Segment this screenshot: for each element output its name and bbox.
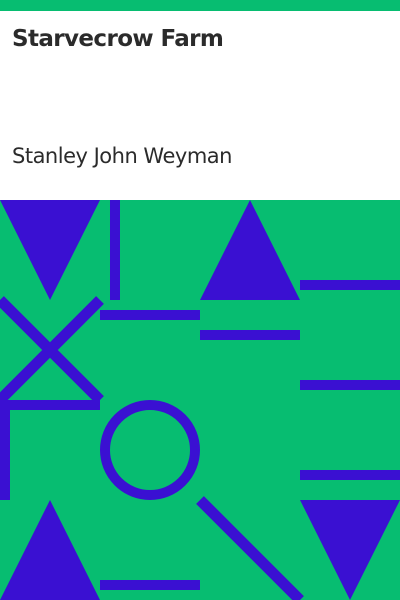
pattern-diagonal-line: [196, 496, 304, 600]
book-author: Stanley John Weyman: [12, 144, 232, 168]
book-title: Starvecrow Farm: [12, 26, 224, 52]
top-color-stripe: [0, 0, 400, 11]
pattern-horizontal-bar: [0, 400, 100, 410]
pattern-vertical-bar: [0, 400, 10, 500]
pattern-triangle-up: [0, 500, 100, 600]
pattern-horizontal-bar: [300, 470, 400, 480]
pattern-horizontal-bar: [300, 380, 400, 390]
pattern-triangle-down: [0, 200, 100, 300]
pattern-cross-line: [0, 296, 104, 404]
pattern-horizontal-bar: [300, 280, 400, 290]
pattern-horizontal-bar: [200, 330, 300, 340]
pattern-horizontal-bar: [100, 310, 200, 320]
pattern-triangle-up: [200, 200, 300, 300]
pattern-horizontal-bar: [100, 580, 200, 590]
pattern-vertical-bar: [110, 200, 120, 300]
cover-pattern: [0, 200, 400, 600]
pattern-ring: [100, 400, 200, 500]
pattern-triangle-down: [300, 500, 400, 600]
